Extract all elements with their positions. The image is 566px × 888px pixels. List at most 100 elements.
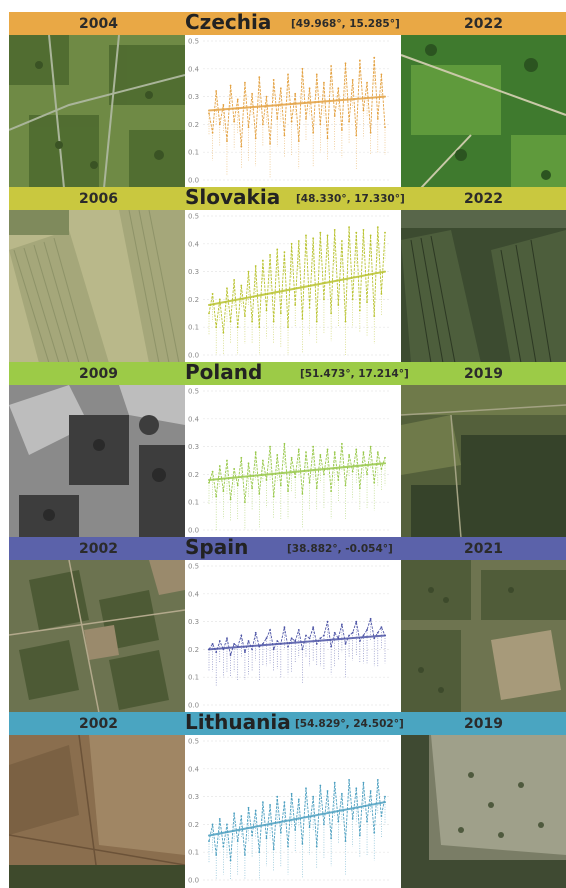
- data-point: [369, 131, 372, 134]
- data-point: [323, 823, 325, 826]
- data-point: [330, 312, 333, 315]
- data-point: [258, 492, 261, 495]
- data-point: [265, 837, 268, 840]
- data-point: [233, 467, 236, 470]
- y-tick-label: 0.4: [188, 415, 200, 423]
- data-point: [319, 454, 322, 456]
- data-point: [287, 490, 289, 492]
- year-before-label: 2004: [79, 16, 118, 32]
- data-point: [218, 298, 221, 301]
- data-point: [305, 787, 307, 790]
- data-point: [215, 651, 218, 654]
- data-point: [376, 226, 379, 229]
- data-point: [366, 820, 368, 823]
- data-point: [244, 315, 246, 317]
- data-point: [244, 81, 246, 84]
- data-point: [279, 831, 282, 834]
- data-point: [283, 251, 286, 254]
- data-point: [233, 120, 236, 123]
- coordinates-label: [48.330°, 17.330°]: [296, 193, 405, 205]
- data-point: [261, 259, 264, 262]
- data-point: [358, 834, 361, 837]
- satellite-image-before: [9, 560, 185, 713]
- data-point: [265, 95, 268, 98]
- ndvi-series-line: [208, 779, 386, 861]
- data-point: [330, 65, 333, 67]
- y-tick-label: 0.1: [188, 674, 199, 682]
- data-point: [290, 242, 293, 245]
- data-point: [305, 634, 307, 637]
- y-tick-label: 0.4: [188, 765, 200, 773]
- y-tick-label: 0.5: [188, 563, 199, 571]
- y-tick-label: 0.3: [188, 93, 199, 101]
- data-point: [251, 834, 254, 837]
- satellite-image-after: [401, 210, 566, 363]
- country-title: Spain: [185, 535, 249, 559]
- data-point: [240, 145, 243, 148]
- y-tick-label: 0.5: [188, 213, 199, 221]
- trend-line: [208, 95, 386, 112]
- data-point: [240, 815, 243, 817]
- coordinates-label: [38.882°, -0.054°]: [287, 543, 393, 555]
- data-point: [376, 117, 379, 120]
- data-point: [251, 648, 254, 651]
- data-point: [301, 67, 304, 70]
- data-point: [301, 842, 304, 845]
- data-point: [355, 231, 358, 234]
- data-point: [215, 326, 218, 329]
- data-point: [229, 654, 232, 656]
- y-tick-label: 0.1: [188, 324, 199, 332]
- data-point: [337, 820, 340, 823]
- panel-header: [9, 187, 566, 210]
- data-point: [373, 56, 376, 59]
- data-point: [312, 445, 315, 448]
- data-point: [348, 226, 350, 229]
- data-point: [323, 298, 325, 301]
- y-tick-label: 0.1: [188, 499, 199, 507]
- data-point: [297, 798, 300, 801]
- data-point: [215, 495, 218, 498]
- data-point: [229, 84, 232, 87]
- data-point: [236, 326, 239, 329]
- data-point: [294, 476, 297, 479]
- data-point: [380, 467, 383, 470]
- data-point: [344, 642, 347, 645]
- data-point: [287, 845, 289, 848]
- data-point: [233, 812, 236, 815]
- data-point: [283, 626, 286, 629]
- data-point: [333, 451, 336, 454]
- data-point: [297, 240, 300, 242]
- data-point: [229, 498, 232, 501]
- data-point: [366, 473, 368, 476]
- data-point: [297, 448, 300, 451]
- year-before-label: 2002: [79, 716, 118, 732]
- data-point: [301, 492, 304, 495]
- data-point: [362, 634, 365, 637]
- data-point: [344, 62, 347, 65]
- data-point: [290, 456, 293, 459]
- data-point: [269, 445, 271, 448]
- data-point: [333, 631, 336, 634]
- data-point: [323, 634, 325, 637]
- data-point: [333, 229, 336, 231]
- trend-line: [208, 462, 386, 481]
- data-point: [351, 631, 354, 634]
- data-point: [215, 854, 218, 856]
- data-point: [308, 637, 311, 640]
- data-point: [226, 287, 228, 290]
- data-point: [348, 634, 350, 637]
- data-point: [384, 795, 386, 798]
- data-point: [294, 304, 297, 306]
- data-point: [290, 637, 293, 640]
- data-point: [376, 631, 379, 634]
- data-point: [319, 784, 322, 787]
- panel-lithuania: 2002 Lithuania [54.829°, 24.502°] 2019 0…: [9, 710, 566, 888]
- data-point: [369, 445, 372, 448]
- data-point: [333, 781, 336, 784]
- year-before-label: 2006: [79, 191, 118, 207]
- y-tick-label: 0.1: [188, 149, 199, 157]
- panel-czechia: 2004 Czechia [49.968°, 15.285°] 2022 0.0…: [9, 10, 566, 188]
- data-point: [355, 134, 358, 137]
- y-tick-label: 0.4: [188, 590, 200, 598]
- data-point: [315, 73, 318, 76]
